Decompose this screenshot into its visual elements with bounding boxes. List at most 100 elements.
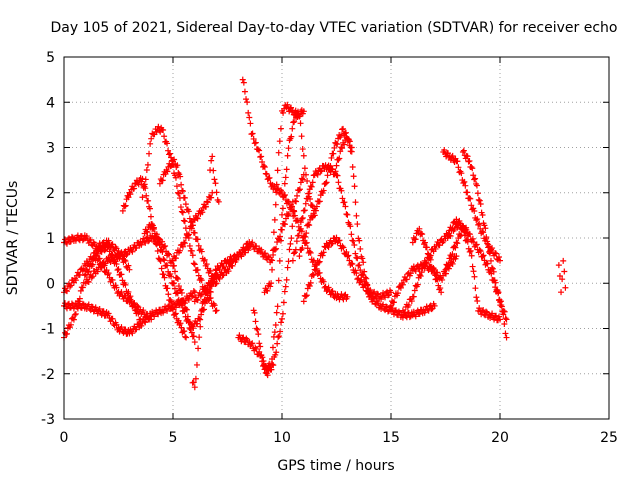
data-point bbox=[460, 147, 467, 154]
x-tick-label: 20 bbox=[491, 430, 509, 446]
data-point bbox=[79, 284, 86, 291]
data-point bbox=[345, 252, 352, 259]
data-point bbox=[487, 267, 494, 274]
data-point bbox=[351, 183, 358, 190]
data-point bbox=[66, 238, 73, 245]
data-point bbox=[274, 167, 281, 174]
data-point bbox=[361, 268, 368, 275]
data-point bbox=[122, 202, 129, 209]
data-point bbox=[266, 174, 273, 181]
data-point bbox=[304, 177, 311, 184]
data-point bbox=[125, 262, 132, 269]
data-point bbox=[164, 262, 171, 269]
data-point bbox=[447, 232, 454, 239]
data-point bbox=[237, 250, 244, 257]
data-point bbox=[160, 309, 167, 316]
data-point bbox=[279, 188, 285, 195]
data-point bbox=[341, 141, 348, 148]
data-point bbox=[282, 283, 289, 290]
data-point bbox=[424, 250, 431, 257]
data-point bbox=[408, 298, 415, 305]
data-point bbox=[161, 257, 168, 264]
series-trace-25 bbox=[409, 225, 445, 296]
data-point bbox=[299, 146, 306, 153]
data-point bbox=[295, 187, 302, 194]
data-point bbox=[164, 285, 171, 292]
data-point bbox=[353, 270, 360, 277]
series-trace-26 bbox=[440, 146, 503, 264]
data-point bbox=[189, 222, 196, 229]
data-point bbox=[242, 246, 249, 253]
data-point bbox=[280, 192, 287, 199]
data-point bbox=[114, 267, 121, 274]
data-point bbox=[279, 310, 286, 317]
data-point bbox=[274, 340, 281, 347]
data-point bbox=[267, 364, 274, 371]
data-point bbox=[285, 199, 292, 206]
data-point bbox=[493, 250, 500, 257]
data-point bbox=[229, 262, 236, 269]
data-point bbox=[348, 148, 355, 155]
series-trace-23 bbox=[388, 253, 460, 309]
data-point bbox=[310, 213, 317, 220]
y-tick-label: 3 bbox=[46, 141, 55, 157]
data-point bbox=[279, 205, 286, 212]
data-point bbox=[281, 288, 288, 295]
data-point bbox=[95, 256, 102, 263]
data-point bbox=[326, 165, 333, 172]
data-point bbox=[308, 202, 315, 209]
data-point bbox=[284, 198, 291, 205]
data-point bbox=[485, 241, 492, 248]
data-point bbox=[466, 248, 473, 255]
data-point bbox=[178, 208, 185, 215]
data-point bbox=[181, 194, 188, 201]
data-point bbox=[293, 238, 300, 245]
data-point bbox=[183, 334, 190, 341]
data-point bbox=[63, 305, 70, 312]
data-point bbox=[502, 315, 509, 322]
data-point bbox=[296, 227, 303, 234]
data-point bbox=[256, 340, 263, 347]
data-point bbox=[70, 316, 77, 323]
data-point bbox=[452, 255, 459, 262]
data-point bbox=[179, 188, 186, 195]
y-tick-label: -1 bbox=[41, 322, 55, 338]
data-point bbox=[361, 281, 368, 288]
data-point bbox=[289, 125, 296, 132]
data-point bbox=[142, 319, 149, 326]
data-point bbox=[194, 215, 201, 222]
data-point bbox=[105, 237, 112, 244]
data-point bbox=[142, 176, 149, 183]
data-point bbox=[321, 243, 328, 250]
data-point bbox=[288, 235, 295, 242]
data-point bbox=[307, 249, 314, 256]
data-point bbox=[260, 358, 267, 365]
data-point bbox=[349, 260, 356, 267]
data-point bbox=[211, 176, 218, 183]
data-point bbox=[113, 261, 120, 268]
data-point bbox=[503, 334, 510, 341]
data-point bbox=[468, 252, 475, 259]
data-point bbox=[355, 262, 362, 269]
data-point bbox=[179, 209, 186, 216]
data-point bbox=[448, 154, 455, 161]
data-point bbox=[197, 316, 204, 323]
data-point bbox=[105, 270, 112, 277]
data-point bbox=[144, 229, 151, 236]
data-point bbox=[290, 119, 297, 126]
data-point bbox=[252, 344, 259, 351]
data-point bbox=[488, 270, 495, 277]
data-point bbox=[416, 311, 423, 318]
data-point bbox=[460, 226, 467, 233]
data-point bbox=[453, 239, 460, 246]
data-point bbox=[191, 339, 198, 346]
data-point bbox=[283, 166, 290, 173]
data-point bbox=[306, 222, 313, 229]
data-point bbox=[303, 292, 310, 299]
data-point bbox=[77, 287, 84, 294]
data-point bbox=[263, 171, 270, 178]
data-point bbox=[190, 325, 197, 332]
data-point bbox=[72, 277, 79, 284]
data-point bbox=[414, 281, 421, 288]
